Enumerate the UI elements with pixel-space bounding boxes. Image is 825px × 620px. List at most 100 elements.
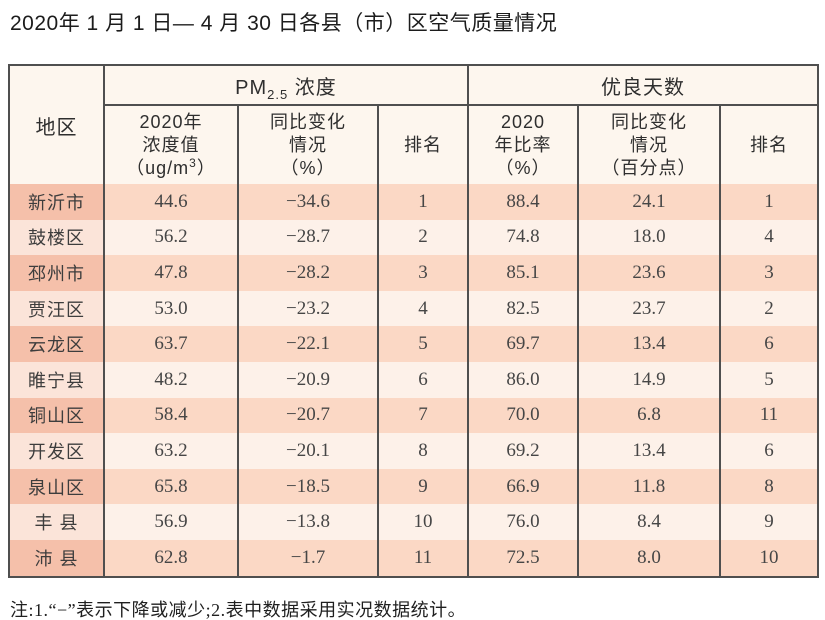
pm-label: PM — [235, 76, 268, 99]
good-ratio-cell: 72.5 — [467, 539, 578, 577]
good-change-cell: 13.4 — [577, 433, 720, 469]
good-change-cell: 11.8 — [577, 468, 720, 505]
pm-change-cell: −22.1 — [237, 326, 378, 362]
region-cell: 沛 县 — [9, 539, 104, 577]
good-change-cell: 8.4 — [577, 504, 720, 540]
pm-rank-cell: 11 — [377, 539, 468, 577]
air-quality-table: 地区 PM2.5 浓度 优良天数 2020年 浓度值 （ug/m3） 同比变化 … — [8, 64, 820, 578]
good-change-cell: 18.0 — [577, 219, 720, 256]
pm-value-cell: 56.2 — [103, 219, 238, 256]
good-ratio-cell: 88.4 — [467, 184, 578, 220]
region-cell: 开发区 — [9, 433, 104, 469]
unit-text: （ug/m — [126, 157, 190, 178]
good-ratio-cell: 85.1 — [467, 255, 578, 291]
footnote: 注:1.“−”表示下降或减少;2.表中数据采用实况数据统计。 — [10, 599, 467, 620]
good-ratio-cell: 76.0 — [467, 504, 578, 540]
region-cell: 云龙区 — [9, 326, 104, 362]
good-ratio-cell: 70.0 — [467, 397, 578, 434]
pm-change-cell: −20.9 — [237, 361, 378, 398]
pm-change-cell: −20.7 — [237, 397, 378, 434]
pm-rank-cell: 5 — [377, 326, 468, 362]
pm-label-suffix: 浓度 — [288, 76, 337, 99]
region-cell: 邳州市 — [9, 255, 104, 291]
good-ratio-header: 2020 年比率 （%） — [467, 105, 578, 184]
pm-rank-cell: 7 — [377, 397, 468, 434]
table-row: 睢宁县 48.2 −20.9 6 86.0 14.9 5 — [9, 361, 819, 398]
table-row: 丰 县 56.9 −13.8 10 76.0 8.4 9 — [9, 504, 819, 540]
concentration-header: 2020年 浓度值 （ug/m3） — [104, 105, 238, 184]
table-row: 泉山区 65.8 −18.5 9 66.9 11.8 8 — [9, 468, 819, 505]
good-ratio-cell: 86.0 — [467, 361, 578, 398]
pm-change-header-line1: 同比变化 — [270, 111, 346, 132]
pm-rank-cell: 3 — [377, 255, 468, 291]
pm-rank-cell: 10 — [377, 504, 468, 540]
pm-value-cell: 44.6 — [103, 184, 238, 220]
table-row: 贾汪区 53.0 −23.2 4 82.5 23.7 2 — [9, 290, 819, 327]
concentration-header-line2: 浓度值 — [142, 134, 200, 155]
good-days-group-header: 优良天数 — [466, 65, 819, 106]
unit-superscript: 3 — [189, 155, 197, 170]
pm-change-cell: −28.2 — [237, 255, 378, 291]
good-ratio-cell: 66.9 — [467, 468, 578, 505]
good-change-header: 同比变化 情况 （百分点） — [577, 105, 720, 184]
region-cell: 铜山区 — [9, 397, 104, 434]
good-change-header-line2: 情况 — [630, 134, 668, 155]
good-change-cell: 6.8 — [577, 397, 720, 434]
concentration-header-unit: （ug/m3） — [105, 157, 237, 180]
good-rank-cell: 2 — [718, 290, 819, 327]
good-rank-cell: 10 — [718, 539, 819, 577]
good-change-header-line3: （百分点） — [601, 157, 697, 178]
pm-change-cell: −1.7 — [237, 539, 378, 577]
pm-change-cell: −13.8 — [237, 504, 378, 540]
good-ratio-cell: 69.2 — [467, 433, 578, 469]
good-ratio-header-line3: （%） — [495, 157, 551, 178]
good-rank-cell: 4 — [718, 219, 819, 256]
good-ratio-header-line2: 年比率 — [494, 134, 552, 155]
sub-header-row: 2020年 浓度值 （ug/m3） 同比变化 情况 （%） 排名 2020 年比… — [9, 105, 819, 184]
pm-change-header: 同比变化 情况 （%） — [237, 105, 378, 184]
region-cell: 鼓楼区 — [9, 219, 104, 256]
pm-change-cell: −28.7 — [237, 219, 378, 256]
region-cell: 睢宁县 — [9, 361, 104, 398]
pm-rank-cell: 6 — [377, 361, 468, 398]
good-change-cell: 14.9 — [577, 361, 720, 398]
table-row: 鼓楼区 56.2 −28.7 2 74.8 18.0 4 — [9, 219, 819, 256]
good-rank-header: 排名 — [718, 105, 819, 184]
region-cell: 贾汪区 — [9, 290, 104, 327]
good-rank-cell: 1 — [718, 184, 819, 220]
table-row: 邳州市 47.8 −28.2 3 85.1 23.6 3 — [9, 255, 819, 291]
region-column-header: 地区 — [9, 65, 105, 184]
region-cell: 泉山区 — [9, 468, 104, 505]
good-change-cell: 13.4 — [577, 326, 720, 362]
page-title: 2020年 1 月 1 日— 4 月 30 日各县（市）区空气质量情况 — [10, 12, 558, 35]
good-rank-cell: 11 — [718, 397, 819, 434]
good-change-cell: 23.7 — [577, 290, 720, 327]
pm-change-header-line2: 情况 — [289, 134, 327, 155]
good-ratio-cell: 82.5 — [467, 290, 578, 327]
table-row: 新沂市 44.6 −34.6 1 88.4 24.1 1 — [9, 184, 819, 220]
table-header: 地区 PM2.5 浓度 优良天数 2020年 浓度值 （ug/m3） 同比变化 … — [9, 65, 819, 184]
pm-value-cell: 58.4 — [103, 397, 238, 434]
pm-value-cell: 63.7 — [103, 326, 238, 362]
good-rank-cell: 3 — [718, 255, 819, 291]
pm-change-cell: −20.1 — [237, 433, 378, 469]
pm-value-cell: 63.2 — [103, 433, 238, 469]
pm-value-cell: 47.8 — [103, 255, 238, 291]
pm-value-cell: 48.2 — [103, 361, 238, 398]
pm25-group-header: PM2.5 浓度 — [104, 65, 468, 106]
pm-rank-cell: 4 — [377, 290, 468, 327]
good-ratio-cell: 74.8 — [467, 219, 578, 256]
pm-value-cell: 65.8 — [103, 468, 238, 505]
region-cell: 新沂市 — [9, 184, 104, 220]
region-cell: 丰 县 — [9, 504, 104, 540]
table-body: 新沂市 44.6 −34.6 1 88.4 24.1 1 鼓楼区 56.2 −28.7 2 74.8 1… — [9, 184, 819, 577]
concentration-header-line1: 2020年 — [139, 111, 203, 132]
pm-value-cell: 53.0 — [103, 290, 238, 327]
pm-rank-cell: 9 — [377, 468, 468, 505]
pm-change-header-line3: （%） — [280, 157, 336, 178]
good-change-cell: 24.1 — [577, 184, 720, 220]
pm-subscript: 2.5 — [267, 86, 289, 102]
pm-rank-cell: 1 — [377, 184, 468, 220]
pm-change-cell: −18.5 — [237, 468, 378, 505]
